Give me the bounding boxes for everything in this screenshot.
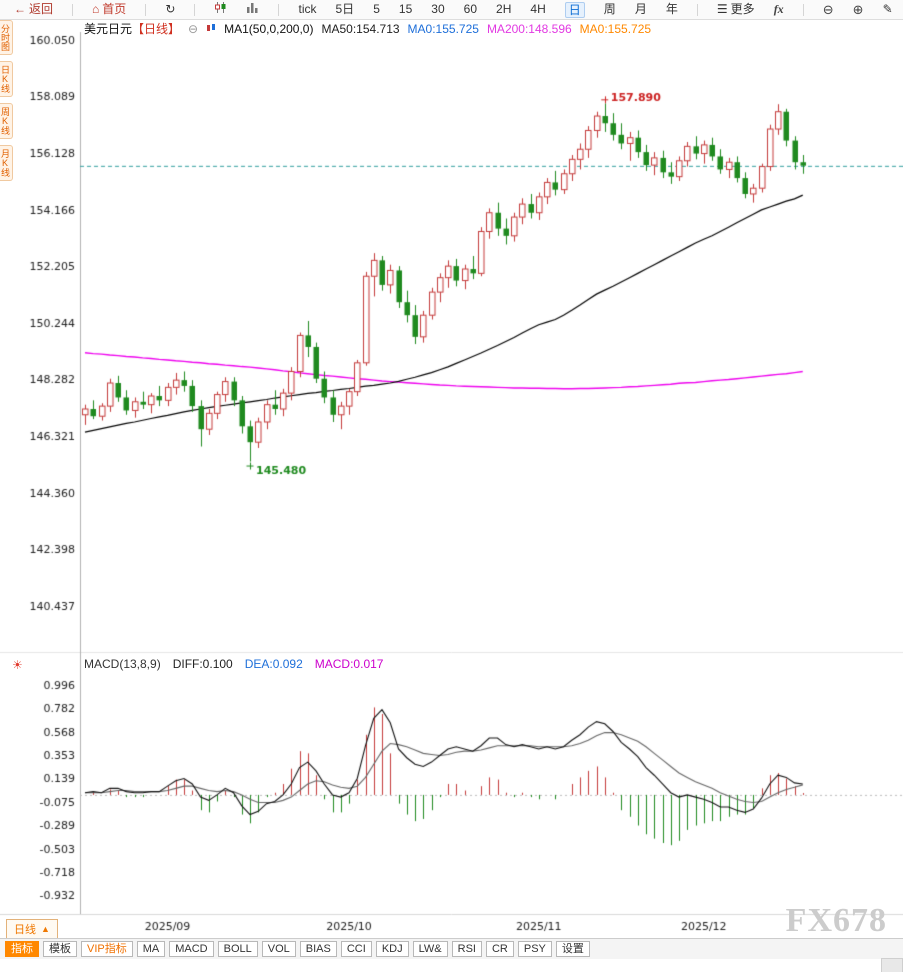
more-label: 更多	[730, 2, 755, 16]
ma0-value-1: MA0:155.725	[407, 21, 479, 36]
zoom-out-button[interactable]: ⊖	[822, 2, 834, 17]
symbol-name: 美元日元	[84, 22, 133, 36]
home-label: 首页	[102, 2, 127, 16]
menu-icon: ☰	[716, 2, 728, 16]
period-60m[interactable]: 60	[463, 2, 478, 16]
period-30m[interactable]: 30	[431, 2, 445, 16]
formula-fx-button[interactable]: fx	[773, 2, 784, 16]
ma0-value-2: MA0:155.725	[579, 21, 652, 36]
period-15m[interactable]: 15	[398, 2, 413, 16]
toolbar: ← 返回 ⌂ 首页 ↻ tick 5日 5 15 30 60 2H 4H 日 周 月…	[0, 0, 903, 20]
ma-settings-icon[interactable]	[206, 22, 216, 36]
back-label: 返回	[29, 2, 54, 16]
indicator-settings-icon[interactable]: ☀	[12, 658, 23, 672]
draw-tool-button[interactable]: ✎	[882, 2, 893, 16]
tab-templates[interactable]: 模板	[43, 941, 77, 957]
tab-lwr[interactable]: LW&	[412, 941, 448, 957]
candle-chart-icon	[214, 1, 227, 19]
tab-settings[interactable]: 设置	[555, 941, 590, 957]
ma200-value: MA200:148.596	[486, 21, 572, 36]
rail-item-monthly[interactable]: 月K线	[0, 145, 13, 181]
tab-vol[interactable]: VOL	[261, 941, 296, 957]
price-macd-chart-canvas[interactable]	[0, 30, 903, 935]
tab-ma[interactable]: MA	[136, 941, 166, 957]
tab-boll[interactable]: BOLL	[217, 941, 258, 957]
macd-macd-value: MACD:0.017	[314, 657, 384, 671]
toolbar-divider	[802, 3, 804, 16]
bottom-tab-bar: 指标 模板 VIP指标 MA MACD BOLL VOL BIAS CCI KD…	[0, 938, 903, 959]
toolbar-divider	[72, 3, 74, 16]
tab-rsi[interactable]: RSI	[451, 941, 482, 957]
brand-watermark: FX678	[785, 902, 887, 939]
rail-item-daily[interactable]: 日K线	[0, 61, 13, 97]
collapse-icon[interactable]: ⊖	[188, 21, 199, 36]
left-rail: 分时图 日K线 周K线 月K线	[0, 20, 13, 181]
zoom-in-button[interactable]: ⊕	[852, 2, 864, 17]
period-monthly[interactable]: 月	[634, 2, 647, 16]
macd-dea-value: DEA:0.092	[244, 657, 303, 671]
period-tick[interactable]: tick	[298, 2, 317, 16]
period-5m[interactable]: 5	[373, 2, 380, 16]
toolbar-divider	[194, 3, 196, 16]
candle-chart-type-button[interactable]	[214, 1, 227, 19]
refresh-button[interactable]: ↻	[165, 1, 175, 18]
macd-header: MACD(13,8,9) DIFF:0.100 DEA:0.092 MACD:0…	[84, 657, 383, 671]
back-arrow-icon: ←	[14, 2, 26, 16]
tab-bias[interactable]: BIAS	[299, 941, 337, 957]
tab-vip-indicators[interactable]: VIP指标	[81, 941, 133, 957]
period-2h[interactable]: 2H	[496, 2, 512, 16]
home-icon: ⌂	[92, 2, 100, 16]
macd-diff-value: DIFF:0.100	[172, 657, 233, 671]
symbol-period-tag: 【日线】	[132, 22, 181, 36]
tab-macd[interactable]: MACD	[169, 941, 214, 957]
toolbar-divider	[696, 3, 698, 16]
refresh-icon: ↻	[165, 2, 176, 16]
back-button[interactable]: ← 返回	[14, 1, 53, 18]
macd-params-label: MACD(13,8,9)	[84, 657, 161, 671]
volume-bars-icon	[246, 1, 259, 19]
toolbar-divider	[278, 3, 280, 16]
period-selector[interactable]: 日线 ▲	[6, 919, 58, 939]
period-yearly[interactable]: 年	[665, 2, 678, 16]
rail-item-weekly[interactable]: 周K线	[0, 103, 13, 139]
period-selector-label: 日线	[14, 924, 36, 936]
tab-cci[interactable]: CCI	[340, 941, 372, 957]
scrollbar-corner	[881, 958, 903, 972]
more-button[interactable]: ☰ 更多	[717, 1, 755, 18]
period-5d[interactable]: 5日	[335, 2, 355, 16]
rail-item-timeline[interactable]: 分时图	[0, 20, 13, 55]
toolbar-divider	[145, 3, 147, 16]
period-daily[interactable]: 日	[564, 1, 585, 18]
tab-indicators[interactable]: 指标	[5, 941, 39, 957]
tab-cr[interactable]: CR	[485, 941, 514, 957]
ma-config-label: MA1(50,0,200,0)	[224, 21, 314, 36]
home-button[interactable]: ⌂ 首页	[92, 1, 126, 18]
chart-header: 美元日元【日线】 ⊖ MA1(50,0,200,0) MA50:154.713 …	[84, 20, 651, 37]
triangle-up-icon: ▲	[41, 924, 50, 934]
tab-kdj[interactable]: KDJ	[375, 941, 409, 957]
volume-chart-type-button[interactable]	[246, 1, 259, 19]
tab-psy[interactable]: PSY	[517, 941, 552, 957]
period-weekly[interactable]: 周	[603, 2, 616, 16]
period-4h[interactable]: 4H	[530, 2, 546, 16]
ma50-value: MA50:154.713	[321, 21, 400, 36]
